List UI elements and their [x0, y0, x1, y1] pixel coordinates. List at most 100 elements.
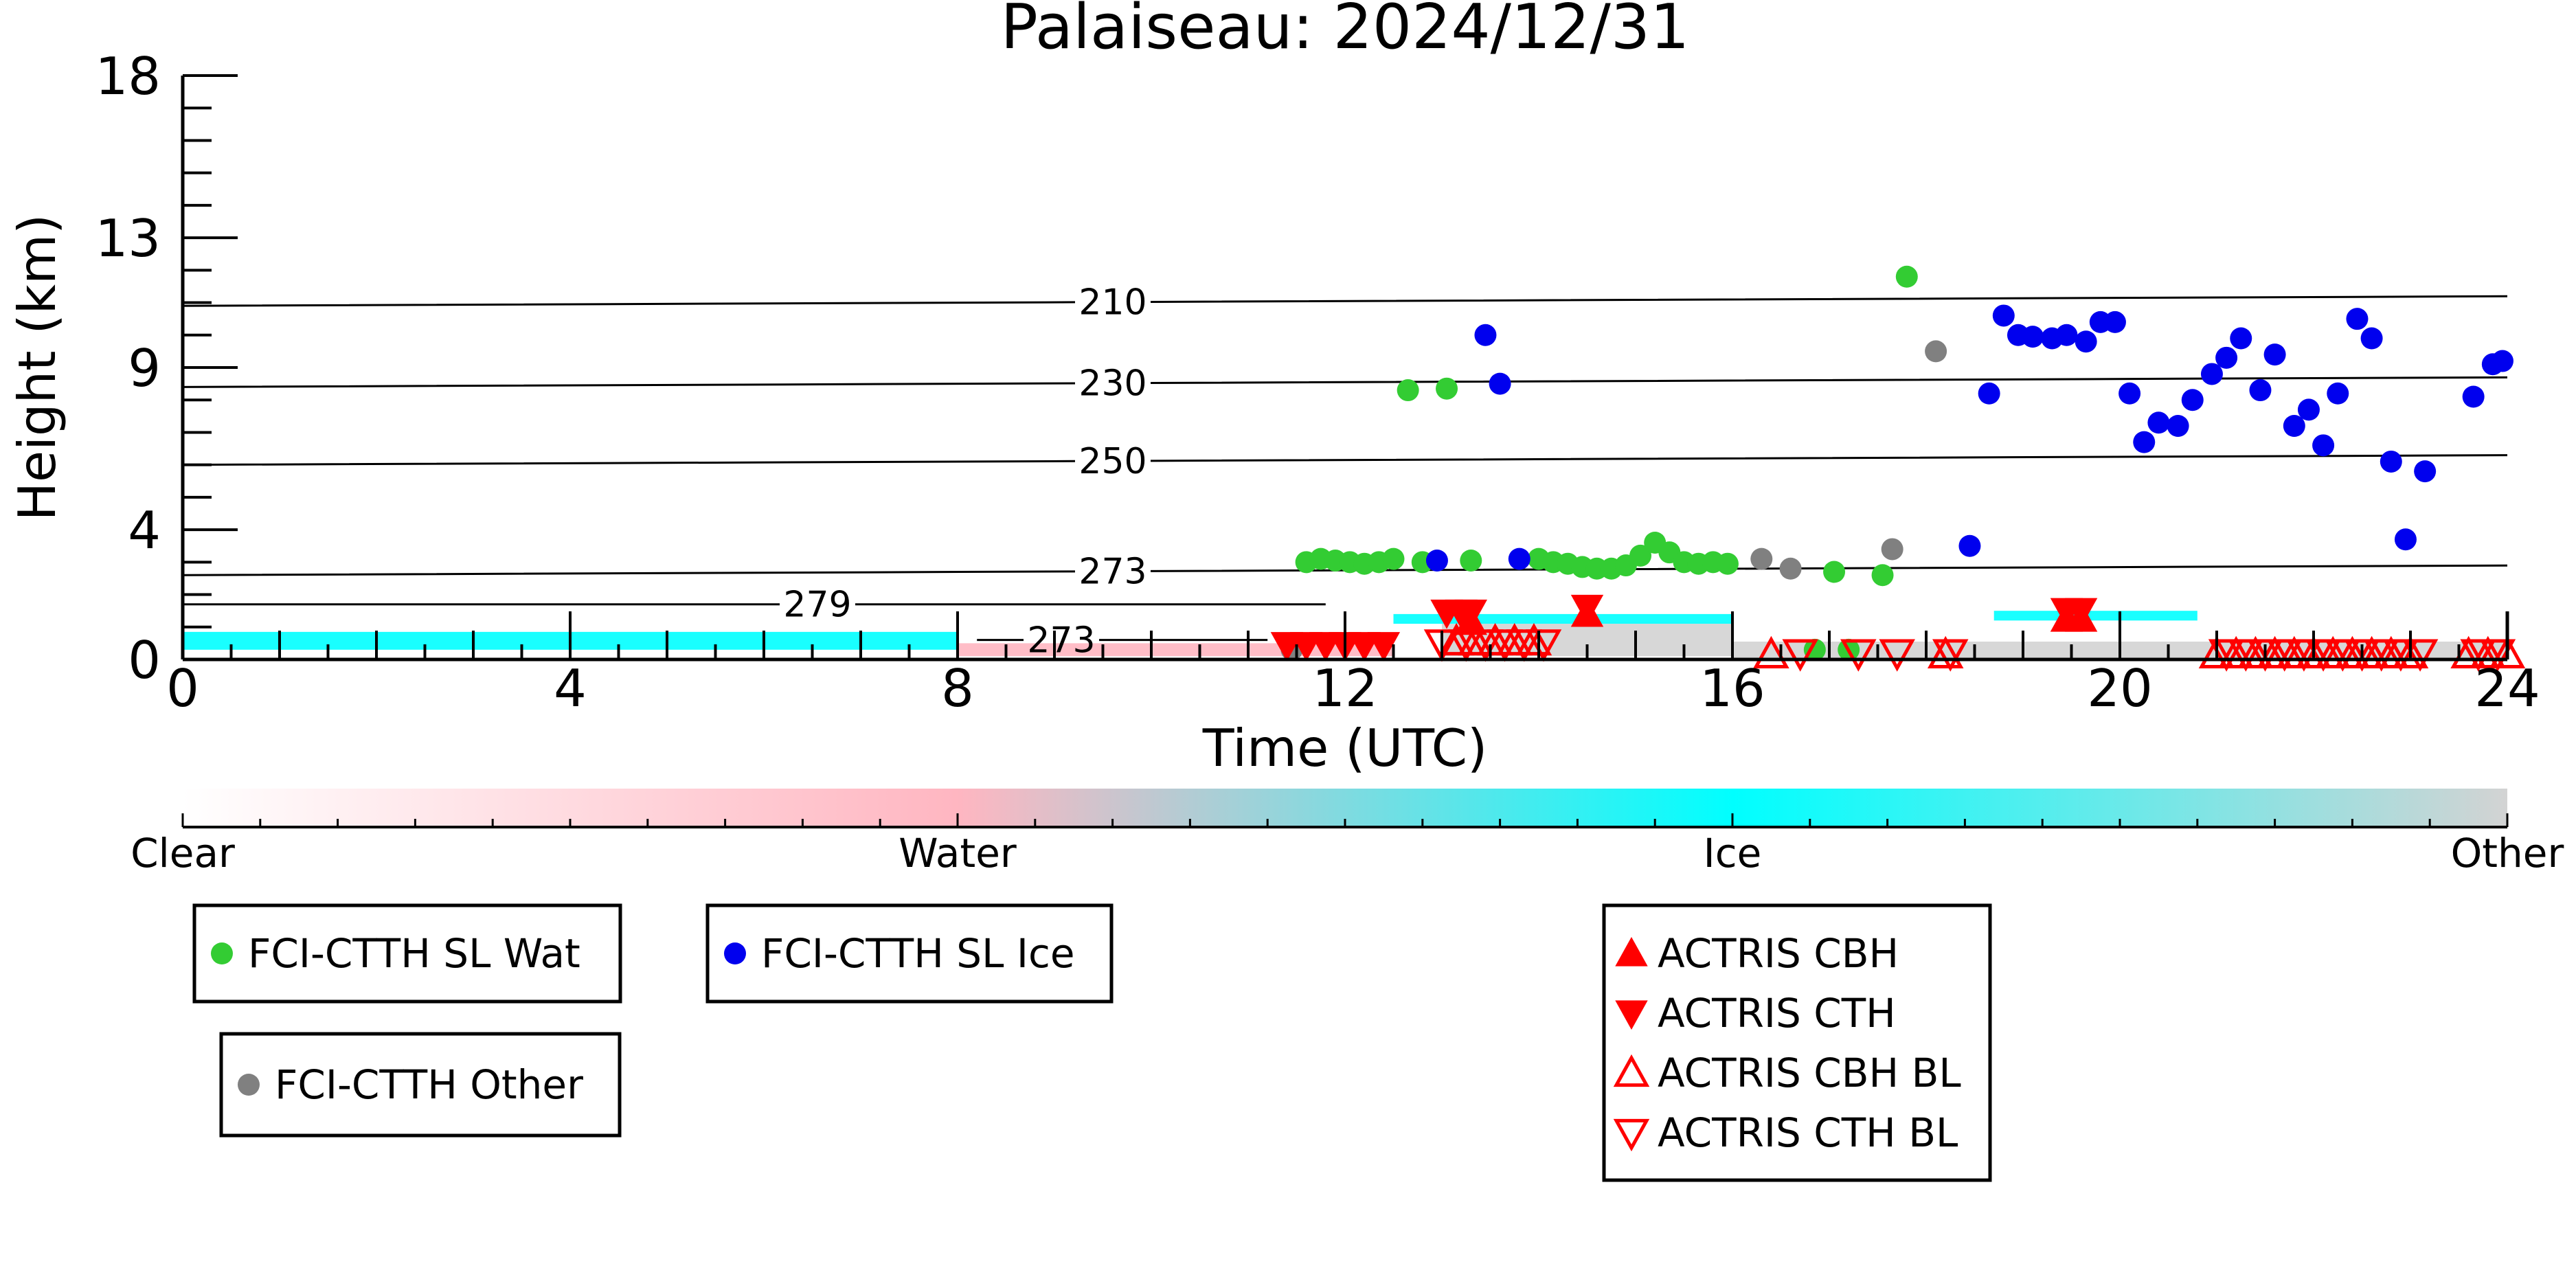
point-s5-0	[1438, 622, 1475, 656]
point-s6-4	[1506, 629, 1543, 662]
point-s6-21	[2460, 639, 2496, 672]
legend-label-4: ACTRIS CTH	[1658, 990, 1896, 1037]
point-s1-15	[2133, 431, 2156, 453]
point-s5-10	[2257, 635, 2293, 669]
legend-box-3	[1602, 903, 1992, 1182]
point-s1-8	[2022, 326, 2044, 348]
point-s1-30	[2380, 450, 2402, 473]
point-s5-3	[1496, 622, 1533, 656]
contour-label-5: 273	[1027, 620, 1095, 662]
point-s1-4	[1958, 534, 1981, 557]
point-s2-4	[1925, 340, 1947, 363]
legend-marker-6	[1613, 1118, 1650, 1152]
point-s5-4	[1515, 622, 1552, 656]
y-tick-label-0: 0	[128, 630, 161, 690]
point-s4-11	[2064, 598, 2098, 628]
point-s1-16	[2147, 411, 2170, 434]
point-s0-10	[1460, 549, 1482, 572]
point-s4-8	[1454, 599, 1487, 629]
point-s1-27	[2327, 382, 2349, 405]
x-tick-label-16: 16	[1699, 658, 1765, 719]
point-s5-15	[2353, 635, 2390, 669]
point-s0-29	[1895, 265, 1918, 288]
point-s0-18	[1629, 544, 1652, 567]
y-axis-label: Height (km)	[7, 214, 67, 521]
legend-marker-4	[1615, 1000, 1648, 1030]
point-s5-14	[2334, 635, 2371, 669]
point-s0-6	[1382, 547, 1405, 570]
point-s5-18	[2450, 635, 2487, 669]
point-s5-7	[2198, 635, 2235, 669]
point-s6-12	[2247, 639, 2283, 672]
colorbar-label-clear: Clear	[131, 830, 235, 877]
point-s5-6	[1927, 635, 1964, 669]
x-axis-label: Time (UTC)	[1202, 718, 1488, 778]
x-tick-label-12: 12	[1312, 658, 1377, 719]
point-s6-8	[1879, 639, 1915, 672]
y-tick-label-13: 13	[95, 208, 161, 269]
contour-label-4: 279	[783, 585, 851, 626]
colorbar-label-water: Water	[899, 830, 1017, 877]
point-s1-1	[1474, 324, 1497, 346]
point-s6-18	[2363, 639, 2399, 672]
x-tick-label-0: 0	[166, 658, 199, 719]
point-s5-5	[1753, 635, 1789, 669]
point-s6-16	[2325, 639, 2361, 672]
point-s1-25	[2297, 398, 2320, 421]
point-s6-19	[2382, 639, 2419, 672]
point-s1-22	[2249, 379, 2272, 402]
point-s1-10	[2055, 324, 2078, 346]
point-s1-3	[1508, 547, 1530, 570]
point-s6-9	[1932, 639, 1969, 672]
point-s0-7	[1397, 379, 1419, 402]
point-s1-26	[2312, 434, 2335, 457]
point-s2-1	[1750, 547, 1773, 570]
point-s6-14	[2285, 639, 2323, 672]
legend-label-6: ACTRIS CTH BL	[1658, 1109, 1958, 1156]
contour-label-0: 210	[1078, 282, 1146, 324]
contour-label-1: 230	[1078, 363, 1146, 405]
point-s1-28	[2346, 308, 2369, 330]
point-s0-24	[1716, 552, 1739, 575]
point-s4-9	[1570, 594, 1604, 624]
contour-line-0	[182, 295, 2508, 307]
x-tick-label-24: 24	[2474, 658, 2540, 719]
point-s5-2	[1477, 622, 1513, 656]
point-s5-12	[2295, 635, 2332, 669]
point-s0-26	[1823, 561, 1846, 583]
point-s4-5	[1367, 632, 1401, 662]
point-s1-13	[2103, 310, 2126, 333]
point-s1-35	[2491, 350, 2513, 372]
point-s1-33	[2462, 385, 2485, 408]
point-s2-3	[1881, 538, 1903, 561]
point-s6-11	[2228, 639, 2264, 672]
point-s1-5	[1978, 382, 2000, 405]
point-s6-15	[2305, 639, 2342, 672]
legend-label-2: FCI-CTTH Other	[275, 1061, 583, 1108]
point-s6-5	[1525, 629, 1562, 662]
legend-box-0	[192, 903, 622, 1004]
point-s6-3	[1487, 629, 1523, 662]
legend-label-3: ACTRIS CBH	[1658, 930, 1899, 977]
contour-line-1	[182, 376, 2508, 388]
legend-marker-2	[238, 1074, 260, 1096]
cloud-band-5	[1993, 611, 2197, 621]
point-s5-11	[2276, 635, 2313, 669]
legend: FCI-CTTH SL Wat FCI-CTTH SL Ice FCI-CTTH O…	[192, 903, 1992, 1182]
temperature-contours: 210 230 250 273 279 273	[182, 282, 2508, 662]
legend-label-1: FCI-CTTH SL Ice	[761, 930, 1075, 977]
point-s1-29	[2360, 327, 2383, 350]
point-s6-22	[2479, 639, 2516, 672]
point-s1-14	[2119, 382, 2141, 405]
colorbar: Clear Water Ice Other	[131, 789, 2564, 877]
legend-box-2	[219, 1032, 622, 1138]
point-s0-9	[1436, 377, 1458, 400]
point-s1-0	[1425, 549, 1448, 572]
point-s5-16	[2373, 635, 2410, 669]
legend-marker-5	[1613, 1054, 1650, 1087]
point-s1-20	[2215, 346, 2238, 369]
point-s6-17	[2344, 639, 2380, 672]
legend-label-5: ACTRIS CBH BL	[1658, 1050, 1961, 1096]
legend-box-1	[705, 903, 1114, 1004]
